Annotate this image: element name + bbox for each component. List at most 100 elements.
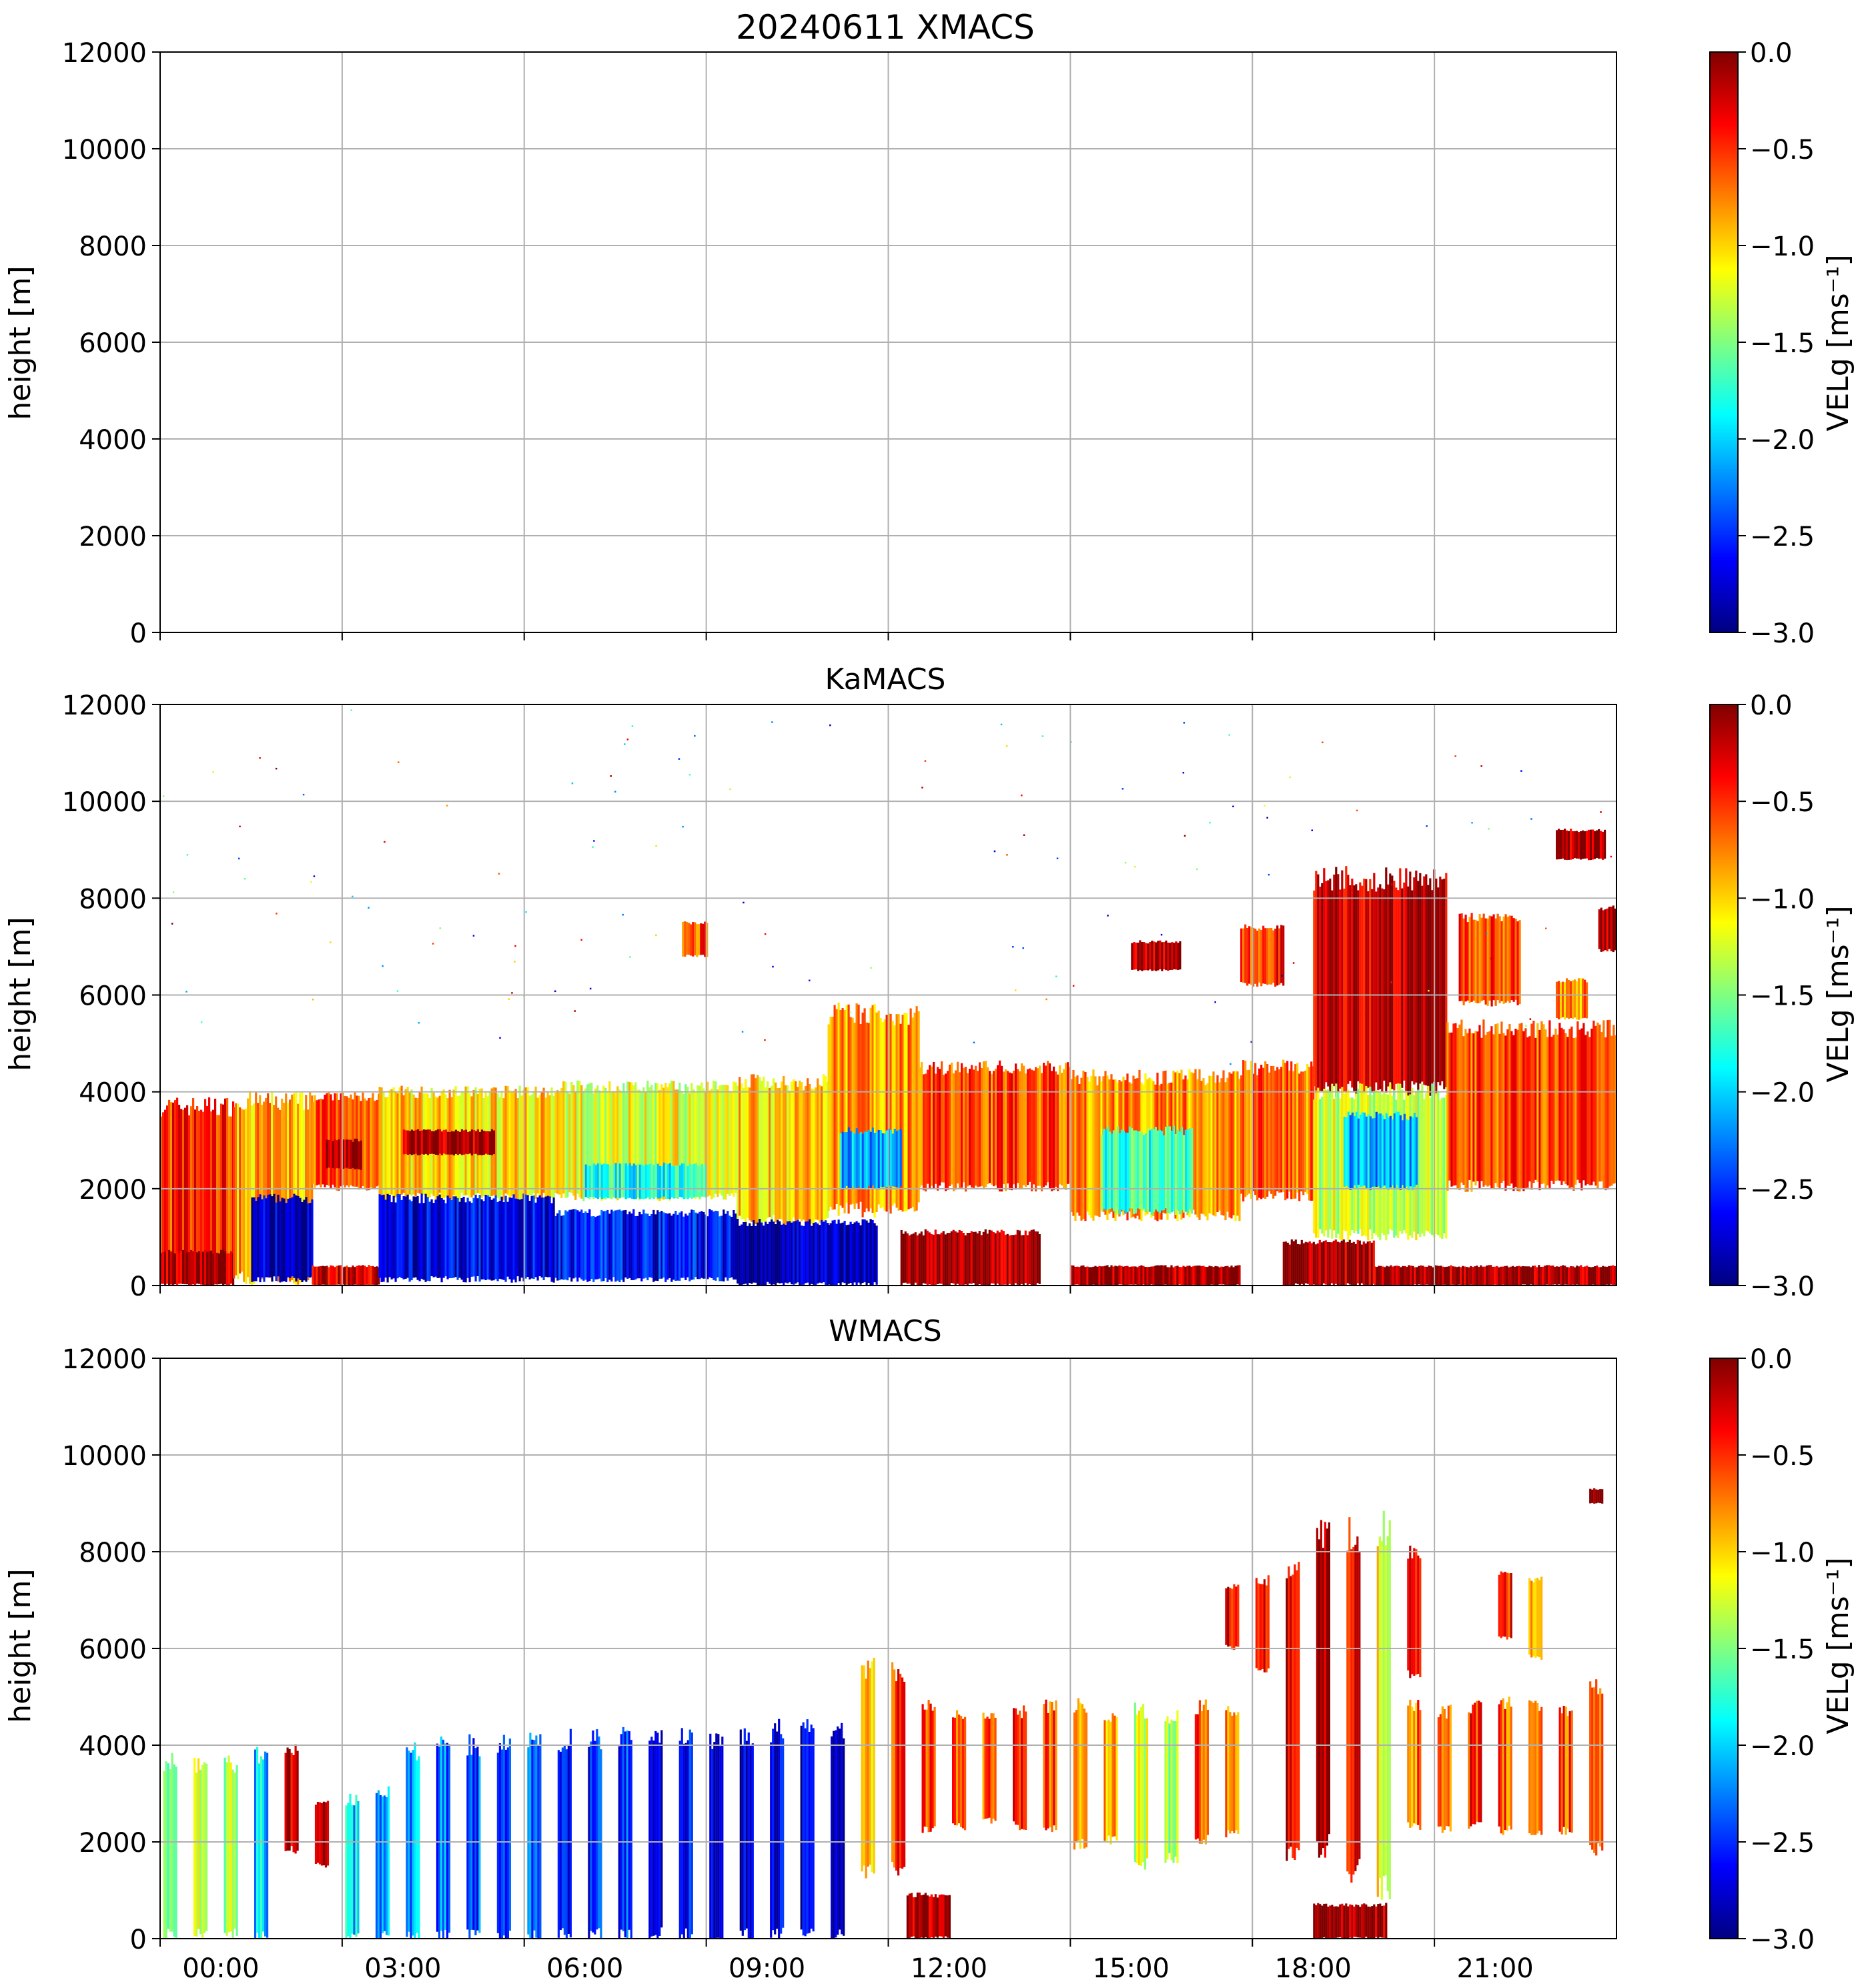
data-streak — [1292, 1241, 1295, 1286]
data-streak — [1266, 928, 1269, 985]
x-tick-label: 09:00 — [729, 1953, 805, 1984]
data-streak — [688, 1093, 691, 1197]
data-block — [861, 1658, 875, 1879]
colorbar-tick-label: −1.5 — [1750, 1634, 1815, 1665]
data-streak — [1319, 887, 1322, 1091]
data-streak — [1570, 1710, 1573, 1833]
data-streak — [1437, 887, 1440, 1083]
data-streak — [430, 1131, 433, 1154]
data-streak — [263, 1195, 266, 1282]
data-streak — [1387, 1117, 1390, 1190]
data-streak — [931, 1710, 934, 1829]
data-streak — [1144, 1133, 1147, 1213]
data-streak — [843, 1132, 846, 1189]
y-tick-label: 12000 — [62, 1344, 147, 1375]
data-streak — [233, 1773, 236, 1929]
data-streak — [1341, 870, 1344, 1093]
data-streak — [1244, 924, 1247, 983]
data-streak — [1540, 1021, 1543, 1185]
data-streak — [652, 1209, 655, 1282]
data-streak — [194, 1109, 197, 1272]
data-streak — [953, 1073, 955, 1191]
data-streak — [1103, 1720, 1106, 1841]
data-streak — [1394, 1266, 1396, 1286]
data-streak — [590, 1164, 593, 1197]
data-streak — [450, 1131, 453, 1155]
data-block — [163, 1753, 177, 1939]
data-streak — [1594, 1025, 1597, 1186]
data-streak — [1059, 1065, 1061, 1185]
noise-speck — [472, 935, 475, 937]
data-streak — [702, 1088, 705, 1193]
data-streak — [1590, 1028, 1593, 1185]
data-streak — [928, 1896, 931, 1939]
data-streak — [1358, 1240, 1361, 1286]
data-streak — [1322, 1241, 1325, 1284]
data-streak — [1470, 913, 1473, 1002]
data-streak — [434, 1130, 437, 1155]
data-streak — [1562, 829, 1564, 859]
data-streak — [1384, 1545, 1387, 1875]
data-streak — [901, 1015, 904, 1212]
data-streak — [1357, 1905, 1360, 1938]
data-streak — [694, 922, 696, 955]
data-streak — [311, 1095, 314, 1276]
data-streak — [1262, 925, 1265, 984]
panel-title: 20240611 XMACS — [736, 8, 1035, 47]
noise-speck — [629, 956, 631, 958]
data-streak — [1597, 1694, 1600, 1844]
data-streak — [1104, 1129, 1107, 1211]
data-streak — [1586, 1031, 1589, 1184]
data-streak — [182, 1250, 185, 1284]
data-streak — [717, 1211, 719, 1278]
data-streak — [1588, 829, 1590, 861]
data-streak — [291, 1197, 294, 1277]
data-streak — [1142, 1135, 1145, 1209]
data-streak — [690, 1164, 693, 1199]
data-streak — [576, 1080, 579, 1194]
y-tick-label: 10000 — [62, 135, 147, 165]
data-streak — [1558, 1023, 1561, 1181]
data-streak — [344, 1139, 346, 1169]
data-streak — [1540, 1576, 1543, 1660]
data-streak — [1166, 1126, 1169, 1213]
data-streak — [1308, 1067, 1311, 1201]
data-streak — [476, 1747, 479, 1931]
data-streak — [1073, 1712, 1076, 1850]
data-streak — [783, 1075, 785, 1225]
data-streak — [598, 1215, 601, 1279]
noise-speck — [610, 775, 612, 777]
data-streak — [672, 1081, 675, 1195]
data-streak — [845, 1132, 848, 1186]
data-streak — [664, 1163, 667, 1199]
data-streak — [1102, 1266, 1105, 1286]
data-streak — [729, 1215, 731, 1278]
data-streak — [1313, 1903, 1316, 1939]
data-streak — [857, 1004, 860, 1209]
data-streak — [1591, 1687, 1594, 1850]
data-streak — [1242, 1060, 1245, 1201]
data-streak — [1383, 1119, 1386, 1186]
data-streak — [1168, 1723, 1171, 1853]
data-streak — [1402, 1266, 1404, 1285]
data-streak — [1367, 891, 1370, 1088]
data-streak — [1504, 1266, 1506, 1285]
data-streak — [1421, 1084, 1424, 1233]
data-streak — [684, 1164, 687, 1197]
noise-speck — [172, 891, 175, 893]
data-streak — [438, 1747, 441, 1939]
data-streak — [172, 1252, 175, 1286]
data-streak — [1355, 1904, 1358, 1937]
data-streak — [1368, 1241, 1371, 1286]
data-streak — [1051, 1702, 1053, 1833]
data-streak — [538, 1095, 541, 1196]
data-streak — [648, 1163, 651, 1199]
data-streak — [1478, 1267, 1480, 1286]
data-streak — [727, 1085, 729, 1194]
data-streak — [364, 1266, 366, 1286]
data-streak — [1375, 891, 1378, 1083]
data-streak — [176, 1250, 179, 1286]
data-streak — [1202, 1266, 1205, 1286]
data-streak — [837, 1219, 840, 1284]
data-streak — [1164, 1721, 1167, 1863]
